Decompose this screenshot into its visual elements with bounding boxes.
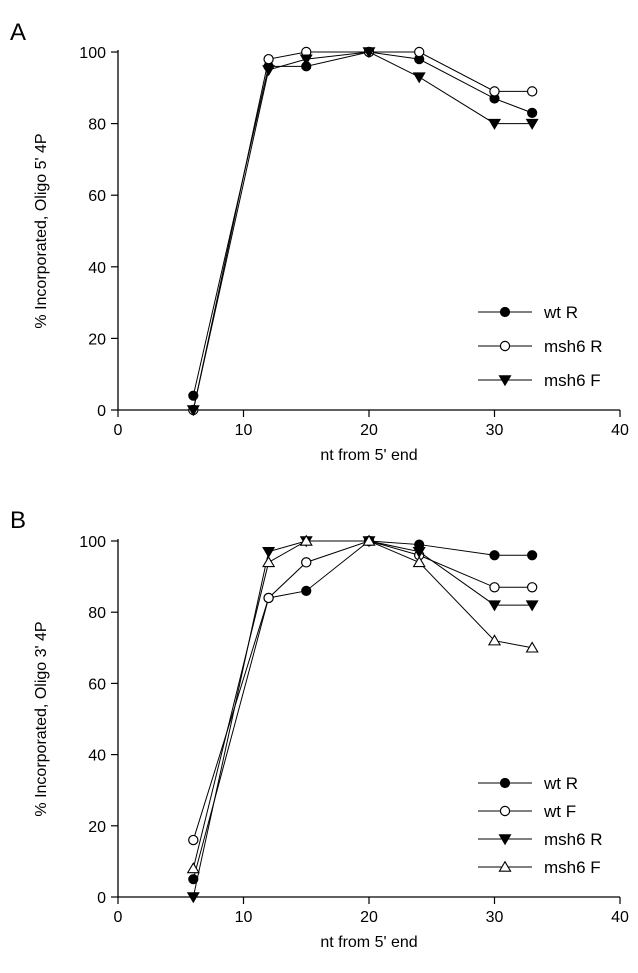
series-line bbox=[192, 51, 533, 411]
data-point bbox=[262, 555, 276, 568]
legend-marker bbox=[499, 777, 511, 789]
data-point bbox=[526, 86, 538, 97]
legend-label: wt R bbox=[543, 774, 578, 793]
series-line bbox=[192, 540, 533, 898]
data-point bbox=[262, 546, 276, 558]
data-point bbox=[525, 641, 539, 653]
legend-marker bbox=[499, 306, 511, 318]
data-point bbox=[186, 892, 200, 904]
y-tick-label: 0 bbox=[97, 890, 106, 907]
series-msh6-r bbox=[188, 46, 538, 416]
data-point bbox=[489, 86, 500, 97]
x-tick-label: 30 bbox=[486, 422, 504, 439]
x-tick-label: 0 bbox=[114, 422, 123, 439]
data-point bbox=[188, 834, 199, 846]
data-point bbox=[299, 534, 313, 546]
data-point bbox=[412, 72, 426, 84]
legend-marker bbox=[498, 375, 512, 387]
y-tick-label: 60 bbox=[88, 188, 106, 205]
chart-panel-a: A 0 20 40 60 80 100 0 10 20 30 40 nt from 5' end % In… bbox=[10, 19, 629, 464]
data-point bbox=[527, 550, 538, 561]
data-point bbox=[186, 405, 200, 417]
series-msh6-f bbox=[186, 47, 539, 417]
legend-label: msh6 R bbox=[544, 830, 603, 849]
x-tick-label: 10 bbox=[235, 909, 253, 926]
data-point bbox=[488, 118, 501, 130]
data-point bbox=[362, 47, 376, 59]
data-point bbox=[488, 600, 501, 612]
panel-label: A bbox=[10, 19, 26, 46]
data-point bbox=[263, 53, 274, 65]
x-axis-title: nt from 5' end bbox=[320, 447, 417, 464]
series-wt-r bbox=[188, 46, 538, 401]
legend-label: msh6 F bbox=[544, 858, 601, 877]
data-point bbox=[188, 874, 199, 885]
y-tick-label: 100 bbox=[79, 45, 106, 62]
y-tick-label: 40 bbox=[88, 260, 106, 277]
legend-label: wt R bbox=[543, 303, 578, 322]
data-point bbox=[412, 555, 426, 568]
legend-marker bbox=[498, 834, 512, 846]
series-line bbox=[192, 540, 533, 880]
data-point bbox=[301, 585, 312, 596]
series-line bbox=[192, 51, 533, 411]
data-point bbox=[489, 550, 500, 561]
data-point bbox=[414, 46, 425, 58]
x-tick-label: 0 bbox=[114, 909, 123, 926]
y-tick-label: 40 bbox=[88, 748, 106, 765]
x-tick-label: 30 bbox=[486, 909, 504, 926]
data-point bbox=[526, 582, 538, 593]
data-point bbox=[301, 557, 312, 568]
data-point bbox=[263, 592, 274, 604]
legend: wt R wt F msh6 R msh6 F bbox=[478, 774, 603, 877]
y-tick-label: 60 bbox=[88, 676, 106, 693]
y-tick-label: 20 bbox=[88, 819, 106, 836]
data-point bbox=[412, 546, 426, 558]
x-tick-label: 40 bbox=[611, 909, 629, 926]
legend-marker bbox=[499, 805, 511, 817]
y-tick-label: 100 bbox=[79, 534, 106, 551]
series-line bbox=[192, 540, 533, 869]
data-point bbox=[262, 65, 276, 77]
data-point bbox=[525, 118, 539, 130]
x-tick-label: 20 bbox=[360, 422, 378, 439]
series-line bbox=[192, 51, 533, 396]
series-wt-f bbox=[188, 535, 538, 846]
x-tick-label: 20 bbox=[360, 909, 378, 926]
legend-marker bbox=[499, 340, 511, 352]
y-tick-label: 80 bbox=[88, 117, 106, 134]
x-axis-title: nt from 5' end bbox=[320, 934, 417, 951]
data-point bbox=[487, 634, 502, 646]
series-wt-r bbox=[188, 535, 538, 885]
x-tick-label: 40 bbox=[611, 422, 629, 439]
legend-marker bbox=[498, 860, 512, 872]
data-point bbox=[362, 534, 376, 546]
data-point bbox=[489, 582, 500, 593]
series-msh6-f bbox=[186, 534, 539, 874]
data-point bbox=[525, 600, 539, 612]
panel-label: B bbox=[10, 507, 26, 534]
legend: wt R msh6 R msh6 F bbox=[478, 303, 603, 390]
data-point bbox=[186, 862, 200, 874]
chart-panel-b: B 0 20 40 60 80 100 0 10 20 30 40 nt from 5' end % In… bbox=[10, 507, 629, 951]
data-point bbox=[299, 54, 313, 66]
y-axis-title: % Incorporated, Oligo 3' 4P bbox=[33, 621, 50, 816]
series-msh6-r bbox=[186, 536, 539, 904]
data-point bbox=[527, 107, 538, 118]
y-tick-label: 80 bbox=[88, 605, 106, 622]
y-axis-title: % Incorporated, Oligo 5' 4P bbox=[33, 133, 50, 328]
legend-label: msh6 F bbox=[544, 371, 601, 390]
y-tick-label: 20 bbox=[88, 331, 106, 348]
y-tick-label: 0 bbox=[97, 403, 106, 420]
x-tick-label: 10 bbox=[235, 422, 253, 439]
legend-label: wt F bbox=[543, 802, 576, 821]
legend-label: msh6 R bbox=[544, 337, 603, 356]
